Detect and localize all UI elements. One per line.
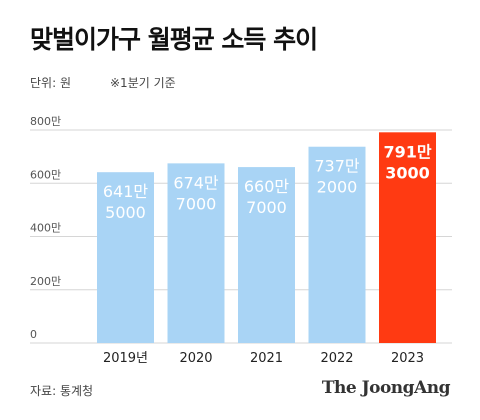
x-tick-label: 2022 [320, 351, 353, 366]
y-tick-label: 600만 [30, 168, 61, 181]
x-tick-label: 2021 [250, 351, 283, 366]
bar-value-label: 2000 [317, 178, 358, 197]
y-tick-label: 0 [30, 328, 37, 341]
bar [97, 172, 154, 343]
x-tick-label: 2020 [179, 351, 212, 366]
bar-value-label: 5000 [105, 203, 146, 222]
bar [167, 163, 225, 343]
bar-value-label: 791만 [383, 142, 431, 161]
y-tick-label: 200만 [30, 275, 61, 288]
bar-value-label: 660만 [244, 177, 290, 196]
bar-value-label: 737만 [314, 157, 360, 176]
y-tick-label: 400만 [30, 222, 61, 235]
bar [379, 132, 436, 343]
bar [308, 146, 366, 343]
publisher-logo: The JoongAng [321, 378, 451, 398]
bar-value-label: 7000 [176, 194, 217, 213]
bar-value-label: 3000 [385, 163, 430, 182]
bar-value-label: 674만 [173, 173, 219, 192]
x-tick-label: 2023 [391, 351, 424, 366]
bar-value-label: 641만 [103, 182, 149, 201]
x-tick-label: 2019년 [103, 351, 148, 366]
y-tick-label: 800만 [30, 115, 61, 128]
note-label: ※1분기 기준 [110, 76, 176, 90]
unit-label: 단위: 원 [30, 76, 71, 90]
bar [238, 167, 295, 343]
bar-value-label: 7000 [246, 198, 287, 217]
source-label: 자료: 통계청 [30, 384, 94, 398]
chart-title: 맞벌이가구 월평균 소득 추이 [30, 25, 318, 54]
